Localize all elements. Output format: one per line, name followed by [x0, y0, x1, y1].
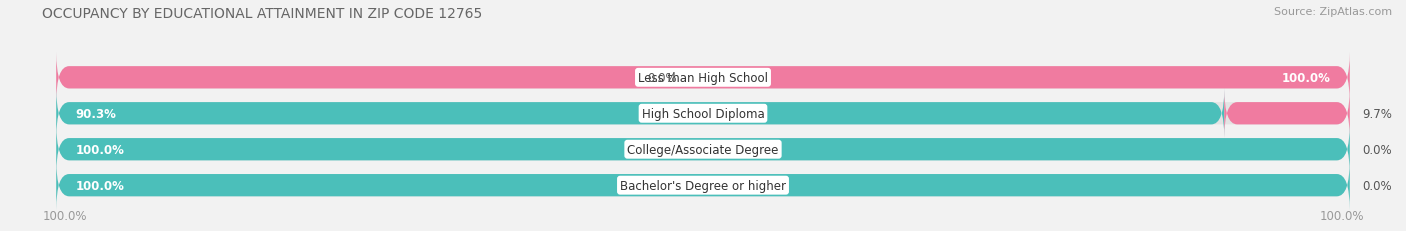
- FancyBboxPatch shape: [56, 89, 1350, 138]
- FancyBboxPatch shape: [56, 53, 1350, 103]
- Text: Source: ZipAtlas.com: Source: ZipAtlas.com: [1274, 7, 1392, 17]
- Text: 100.0%: 100.0%: [1319, 209, 1364, 222]
- Text: 0.0%: 0.0%: [1362, 143, 1392, 156]
- FancyBboxPatch shape: [56, 53, 1350, 103]
- FancyBboxPatch shape: [56, 161, 1350, 210]
- FancyBboxPatch shape: [56, 161, 1350, 210]
- Text: 0.0%: 0.0%: [648, 71, 678, 85]
- Text: 100.0%: 100.0%: [42, 209, 87, 222]
- FancyBboxPatch shape: [1225, 89, 1350, 138]
- Text: 100.0%: 100.0%: [76, 179, 125, 192]
- Text: Bachelor's Degree or higher: Bachelor's Degree or higher: [620, 179, 786, 192]
- Text: 100.0%: 100.0%: [1281, 71, 1330, 85]
- Text: Less than High School: Less than High School: [638, 71, 768, 85]
- Text: 9.7%: 9.7%: [1362, 107, 1392, 120]
- Text: 90.3%: 90.3%: [76, 107, 117, 120]
- Text: 100.0%: 100.0%: [76, 143, 125, 156]
- FancyBboxPatch shape: [56, 125, 1350, 174]
- Text: 0.0%: 0.0%: [1362, 179, 1392, 192]
- Text: High School Diploma: High School Diploma: [641, 107, 765, 120]
- Text: College/Associate Degree: College/Associate Degree: [627, 143, 779, 156]
- FancyBboxPatch shape: [56, 125, 1350, 174]
- FancyBboxPatch shape: [56, 89, 1225, 138]
- Text: OCCUPANCY BY EDUCATIONAL ATTAINMENT IN ZIP CODE 12765: OCCUPANCY BY EDUCATIONAL ATTAINMENT IN Z…: [42, 7, 482, 21]
